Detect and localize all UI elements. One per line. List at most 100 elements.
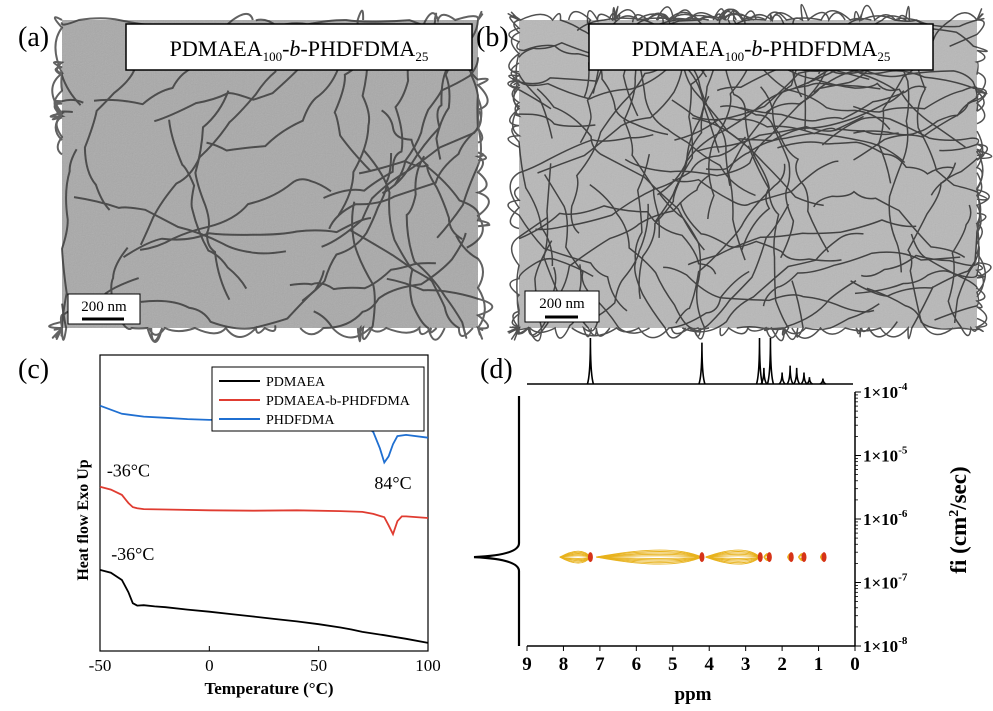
tem-fiber [351,201,376,343]
panel-b-letter: (b) [476,22,509,53]
tem-fiber [877,12,978,184]
tem-fiber [760,86,830,253]
x-tick-label: 3 [741,654,751,675]
tem-fiber [337,9,371,216]
tem-fiber [509,79,554,267]
tem-fiber [777,141,954,175]
panel-d-plot-area [527,395,854,646]
contour-line [596,549,704,565]
x-tick-label: 50 [310,656,327,675]
legend-label-pdmaea: PDMAEA [266,375,326,390]
panel-d-contours [559,549,827,565]
contour-peak [766,552,772,563]
tem-fiber [509,133,654,230]
tem-fiber [763,280,804,342]
x-tick-label: 8 [559,654,569,675]
tem-fiber [736,303,880,335]
tem-fiber [51,98,84,156]
tem-fiber [638,95,710,300]
panel-c-xlabel: Temperature (°C) [204,679,333,698]
panel-c-ylabel: Heat flow Exo Up [75,459,92,580]
nmr-peak [786,365,794,385]
tem-fiber [723,52,771,251]
tem-fiber [705,132,906,171]
tem-fiber [720,105,795,259]
panel-c-letter: (c) [18,354,49,385]
legend-label-block: PDMAEA-b-PHDFDMA [266,394,411,409]
panel-d-y-axis: 1×10-4 1×10-5 1×10-6 1×10-7 1×10-8 [855,381,908,656]
tem-fibers-b [507,3,993,342]
tem-fiber [854,262,992,295]
tem-fiber [349,229,474,337]
tem-fiber [73,196,287,255]
tem-fiber [508,62,597,85]
tem-fiber [947,204,978,337]
annotation: 84°C [374,473,411,493]
annotation: -36°C [111,544,154,564]
tem-fiber [907,162,957,336]
tem-fiber [914,58,989,201]
tem-fiber [140,270,325,330]
tem-fiber [657,82,881,196]
x-tick-label: 1 [814,654,824,675]
x-tick-label: 5 [668,654,678,675]
tem-fiber [299,232,467,336]
nmr-peak [760,367,768,385]
annotation: -36°C [107,461,150,481]
tem-fiber [552,174,711,304]
contour-peak [587,552,593,563]
tem-fiber [509,257,594,328]
panel-d-letter: (d) [480,354,513,385]
tem-fiber [821,116,989,161]
panel-a-letter: (a) [18,22,49,53]
panel-d-x-axis: 9 8 7 6 5 4 3 2 1 0 [522,646,860,675]
contour-peak [821,552,827,563]
contour-peak [801,552,807,563]
tem-fiber [194,90,231,301]
nmr-peak [586,337,595,385]
tem-fiber [953,130,984,323]
panel-c-plot-frame [99,354,429,652]
tem-fiber [535,136,747,231]
panel-c-annotations: 80°C84°C-36°C-36°C [107,373,412,563]
legend-label-phdfdma: PHDFDMA [266,413,335,428]
tem-fiber [855,321,898,338]
tem-fiber [507,186,628,312]
panel-b-title: PDMAEA100-b-PHDFDMA25 [632,36,891,64]
nmr-peak [800,372,808,385]
diffusion-projection [473,396,521,646]
y-tick-label: 1×10-5 [863,445,908,466]
y-tick-label: 1×10-4 [863,381,908,402]
nmr-peak [778,372,786,385]
tem-fiber [435,10,483,160]
x-tick-label: 4 [704,654,714,675]
tem-fiber [679,201,842,262]
tem-fiber [813,190,966,259]
tem-fiber [866,287,988,333]
tem-fiber [624,70,827,177]
tem-fiber [682,232,864,333]
tem-fiber [850,212,987,297]
y-tick-label: 1×10-8 [863,635,908,656]
y-tick-label: 1×10-7 [863,572,908,593]
panel-b: (b) PDMAEA100-b-PHDFDMA25 200 nm [476,3,993,342]
tem-fiber [582,203,649,338]
tem-fiber [853,88,986,136]
contour-peak [788,552,794,563]
tem-fiber [381,109,463,240]
panel-d-diffusion-projection [473,396,521,646]
tem-fiber [623,34,660,238]
tem-fiber [727,47,806,261]
panel-b-scalebar-label: 200 nm [539,296,585,312]
tem-fiber [570,57,669,234]
panel-d-1h-spectrum [586,337,827,385]
tem-fiber [762,251,961,307]
tem-fiber [323,53,413,199]
tem-fiber [675,163,786,324]
panel-d-ylabel: fi (cm2/sec) [946,466,971,573]
tem-fiber [663,266,875,313]
nmr-peak [698,342,706,385]
tem-fiber [672,160,839,206]
